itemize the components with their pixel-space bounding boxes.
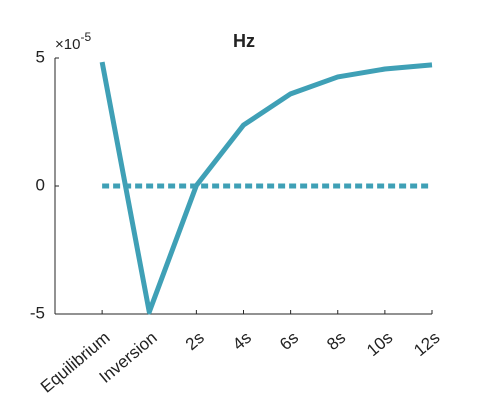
y-tick-label: -5 — [30, 303, 45, 322]
y-multiplier-base: ×10 — [55, 36, 80, 53]
line — [99, 61, 433, 315]
y-tick-label: 0 — [36, 175, 45, 194]
y-multiplier-exponent: -5 — [80, 30, 91, 44]
chart-title: Hz — [233, 31, 255, 51]
y-multiplier: ×10-5 — [55, 30, 91, 53]
y-tick-label: 5 — [36, 47, 45, 66]
